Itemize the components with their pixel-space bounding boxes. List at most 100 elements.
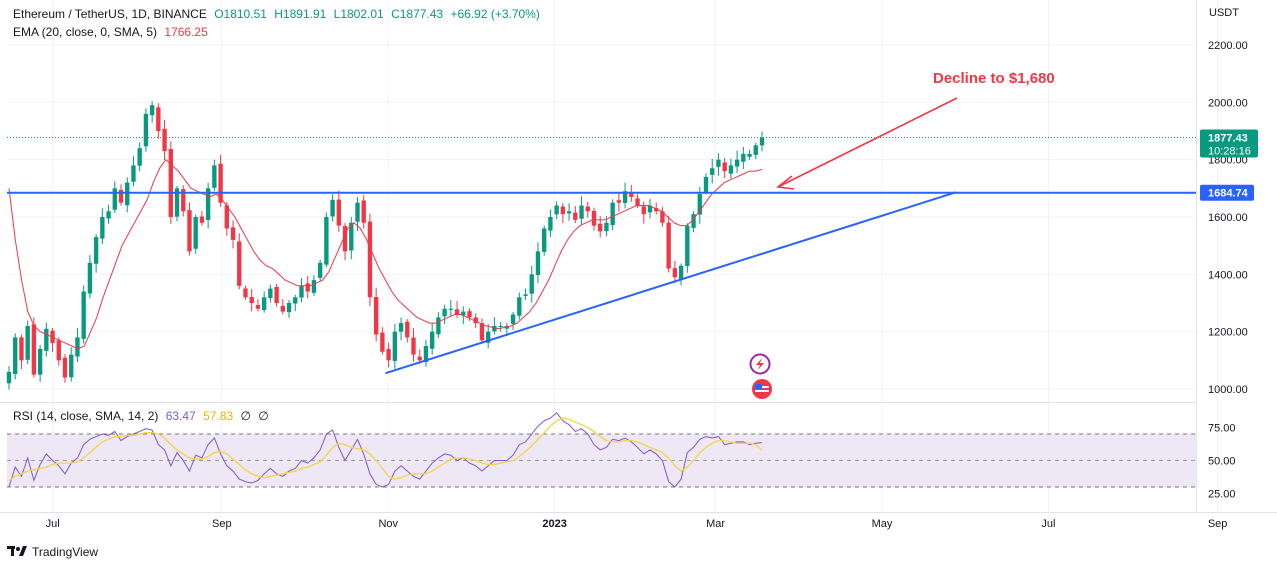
candle-body	[255, 305, 261, 309]
time-tick-label: Jul	[46, 518, 60, 530]
candle-body	[143, 113, 149, 147]
candle-body	[149, 105, 155, 116]
candle-body	[685, 225, 690, 266]
candle-body	[162, 128, 167, 152]
low-value: L1802.01	[333, 7, 384, 21]
candle-body	[261, 297, 267, 310]
brand-name[interactable]: TradingView	[32, 545, 99, 559]
candle-body	[25, 325, 30, 360]
price-tick-label: 1200.00	[1208, 327, 1248, 339]
candle-body	[429, 331, 435, 349]
rsi-tick-label: 25.00	[1208, 489, 1236, 501]
candle-body	[249, 297, 254, 303]
symbol-legend: Ethereum / TetherUS, 1D, BINANCE O1810.5…	[13, 7, 544, 21]
level-price-badge: 1684.74	[1200, 184, 1254, 201]
candle-body	[492, 325, 497, 332]
price-axis-ticks: 2200.00 2000.00 1800.00 1600.00 1400.00 1200.…	[1208, 40, 1248, 396]
candle-body	[44, 328, 49, 351]
candle-body	[100, 217, 105, 239]
ema-label[interactable]: EMA (20, close, 0, SMA, 5)	[13, 25, 158, 39]
candle-body	[174, 188, 180, 217]
candle-body	[336, 199, 342, 226]
candle-body	[243, 288, 248, 298]
annotation-arrow-head	[775, 175, 795, 190]
candle-body	[759, 137, 765, 146]
rsi-line	[8, 412, 763, 488]
candle-body	[529, 274, 534, 294]
rsi-label[interactable]: RSI (14, close, SMA, 14, 2)	[13, 409, 159, 423]
candle-body	[330, 199, 335, 217]
candle-body	[62, 357, 68, 378]
candle-body	[373, 297, 379, 335]
change-value: +66.92 (+3.70%)	[450, 7, 540, 21]
candle-body	[230, 227, 236, 240]
rsi-tick-label: 75.00	[1208, 422, 1236, 434]
candle-body	[386, 349, 391, 361]
candle-body	[131, 165, 136, 182]
candle-body	[442, 308, 447, 317]
candle-body	[604, 222, 609, 232]
time-tick-label: Nov	[378, 518, 398, 530]
ascending-trendline	[385, 191, 957, 375]
time-tick-label: 2023	[542, 518, 566, 530]
candle-body	[517, 297, 522, 316]
candle-body	[69, 354, 74, 378]
time-tick-label: Sep	[1208, 518, 1228, 530]
candle-body	[6, 371, 12, 384]
candle-body	[274, 287, 279, 303]
candle-body	[660, 211, 665, 223]
time-tick-label: Jul	[1041, 518, 1055, 530]
candle-body	[299, 285, 304, 298]
candle-body	[125, 182, 130, 206]
candle-body	[554, 205, 559, 215]
candle-body	[37, 348, 43, 375]
candle-body	[212, 165, 217, 188]
candle-body	[716, 159, 721, 167]
candle-body	[367, 221, 373, 298]
candle-body	[268, 288, 273, 299]
candle-body	[672, 268, 678, 278]
footer: TradingView	[7, 545, 98, 559]
candle-body	[622, 191, 628, 203]
rsi-ma-line	[8, 417, 763, 481]
grid	[7, 0, 1219, 512]
candle-body	[305, 283, 310, 292]
candle-body	[81, 291, 86, 339]
candle-body	[137, 148, 142, 166]
ema-value: 1766.25	[164, 25, 208, 39]
candle-body	[205, 188, 211, 220]
level-price-label: 1684.74	[1208, 188, 1249, 200]
us-flag-icon[interactable]	[752, 379, 772, 399]
candle-body	[479, 323, 485, 341]
candle-body	[286, 303, 292, 313]
high-value: H1891.91	[274, 7, 327, 21]
candle-body	[112, 188, 117, 210]
ema-line	[8, 158, 763, 350]
candle-body	[324, 217, 329, 265]
candle-body	[56, 340, 61, 361]
candle-body	[641, 206, 646, 215]
candle-body	[181, 189, 186, 212]
annotation-text: Decline to $1,680	[933, 70, 1055, 87]
time-axis-ticks: Jul Sep Nov 2023 Mar May Jul Sep	[46, 518, 1228, 530]
candle-body	[423, 346, 429, 363]
candle-body	[666, 222, 671, 269]
annotation-arrow-shaft	[779, 97, 958, 187]
candle-body	[311, 280, 317, 293]
candle-body	[610, 202, 615, 226]
symbol-title[interactable]: Ethereum / TetherUS, 1D, BINANCE	[13, 7, 207, 21]
close-value: C1877.43	[391, 7, 444, 21]
candles	[6, 101, 765, 390]
candle-body	[741, 153, 746, 162]
candle-body	[691, 214, 696, 228]
tradingview-logo-icon[interactable]	[7, 546, 27, 558]
lightning-icon[interactable]	[749, 353, 771, 375]
candle-body	[573, 212, 578, 220]
currency-unit[interactable]: USDT	[1209, 7, 1239, 19]
candle-body	[75, 337, 80, 357]
rsi-legend: RSI (14, close, SMA, 14, 2) 63.47 57.83 …	[13, 409, 273, 423]
candle-body	[647, 205, 653, 213]
candle-body	[31, 324, 37, 375]
rsi-extra-2: ∅	[258, 409, 269, 423]
